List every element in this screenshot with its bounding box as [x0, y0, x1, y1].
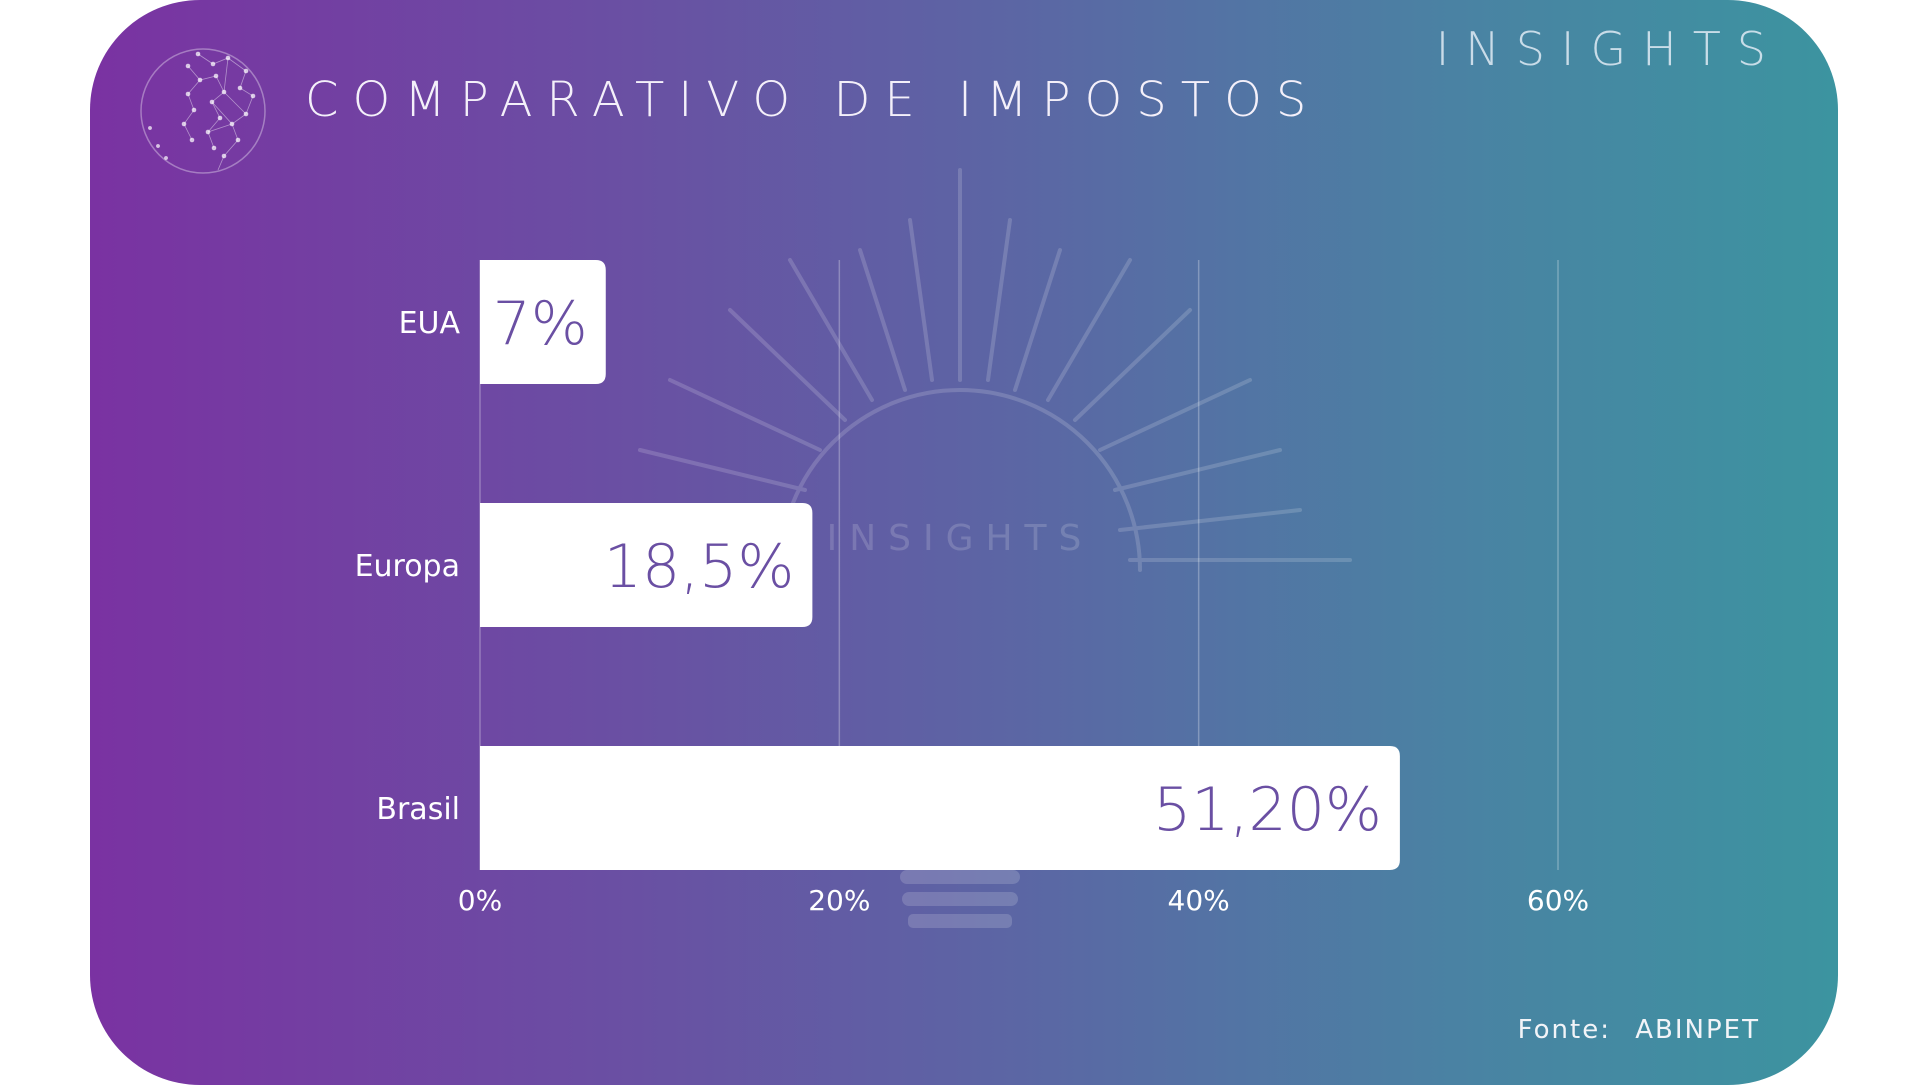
- bar-value-label: 18,5%: [604, 532, 795, 602]
- y-category-label: Brasil: [376, 792, 460, 827]
- watermark-text: INSIGHTS: [827, 518, 1094, 559]
- bar: [480, 746, 1400, 870]
- y-category-label: EUA: [399, 306, 461, 341]
- chart-card: COMPARATIVO DE IMPOSTOS INSIGHTS INSIGHT…: [90, 0, 1838, 1085]
- bar: [480, 503, 813, 627]
- bar-value-label: 7%: [493, 289, 588, 359]
- bar-value-label: 51,20%: [1153, 775, 1382, 845]
- x-tick-label: 60%: [1527, 884, 1589, 917]
- brand-logo-text: INSIGHTS: [1435, 22, 1782, 76]
- page-title: COMPARATIVO DE IMPOSTOS: [305, 72, 1321, 128]
- source-note: Fonte: ABINPET: [1518, 1015, 1760, 1045]
- x-tick-label: 40%: [1168, 884, 1230, 917]
- y-category-label: Europa: [355, 549, 460, 584]
- globe-icon: [140, 48, 266, 174]
- source-label: Fonte:: [1517, 1015, 1611, 1045]
- x-tick-label: 20%: [808, 884, 870, 917]
- lightbulb-icon: INSIGHTS: [618, 168, 1352, 928]
- source-value: ABINPET: [1635, 1015, 1760, 1045]
- bar: [480, 260, 606, 384]
- x-tick-label: 0%: [458, 884, 502, 917]
- bar-chart: 0% 20% 40% 60% EUA 7% Europa 18,5% Brasil 51,20%: [355, 260, 1589, 917]
